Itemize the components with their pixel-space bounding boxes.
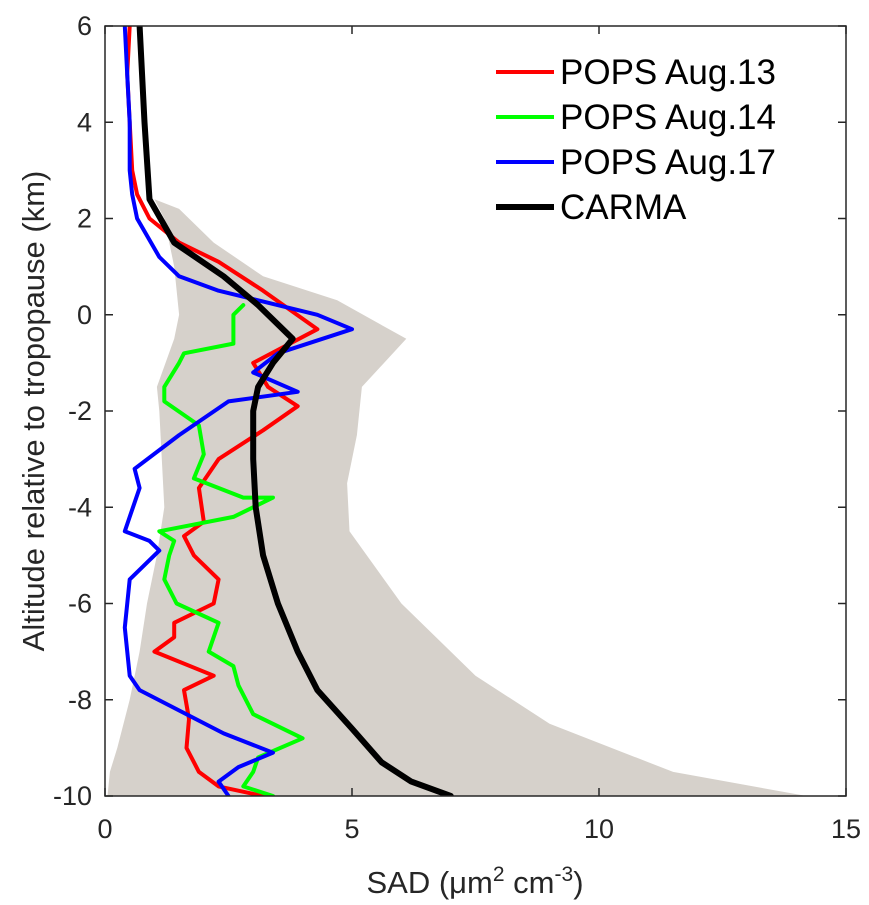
series-line-3 [122,26,354,796]
legend-label: POPS Aug.13 [560,53,776,92]
y-tick-label: -8 [68,685,92,715]
legend: POPS Aug.13 POPS Aug.14 POPS Aug.17 CARMA [496,53,776,227]
series-line-4 [136,26,454,796]
x-tick-label: 10 [584,814,614,844]
y-tick-label: 0 [77,300,92,330]
y-tick-label: -10 [53,781,92,811]
legend-label: POPS Aug.14 [560,98,776,137]
legend-label: POPS Aug.17 [560,143,776,182]
plot-area [107,26,807,796]
y-tick-label: -6 [68,589,92,619]
series-lines [122,26,454,796]
tick-labels: 0 5 10 15 -10 -8 -6 -4 -2 0 2 4 6 [53,11,861,844]
tick-marks [104,25,847,797]
series-line-1 [125,26,320,796]
x-axis-label: SAD (μm2 cm-3) [366,863,583,900]
x-tick-label: 15 [831,814,861,844]
y-tick-label: -2 [68,396,92,426]
legend-label: CARMA [560,188,687,227]
y-axis-label: Altitude relative to tropopause (km) [16,171,51,652]
y-tick-label: -4 [68,492,92,522]
y-tick-label: 4 [77,107,92,137]
x-tick-label: 5 [344,814,359,844]
x-tick-label: 0 [97,814,112,844]
y-tick-label: 2 [77,204,92,234]
series-line-2 [157,303,305,796]
y-tick-label: 6 [77,11,92,41]
